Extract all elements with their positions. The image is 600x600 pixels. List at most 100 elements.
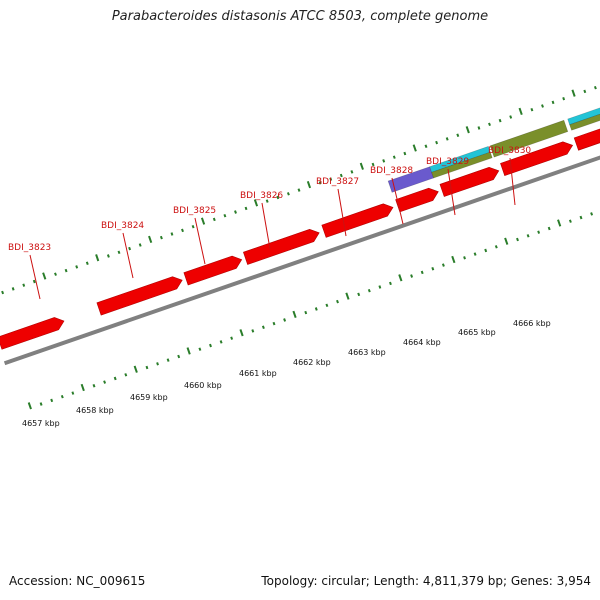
kbp-label: 4661 kbp [239,369,277,378]
lower-tick [378,285,382,289]
lower-tick [579,215,583,220]
lower-tick [547,226,551,231]
gene-label: BDI_3824 [101,221,144,231]
lower-tick [568,219,572,223]
gene-label: BDI_3827 [316,177,359,187]
lower-tick-track [27,212,594,410]
lower-tick [451,255,456,264]
lower-tick [60,394,64,399]
genome-backbone [3,155,600,366]
lower-tick [186,347,191,355]
lower-tick [103,380,107,384]
gene-label-leader [337,188,347,237]
lower-tick [39,402,43,406]
lower-tick [27,402,32,410]
upper-tick [253,199,259,207]
lower-tick [239,329,244,337]
lower-tick [251,329,255,333]
gene-label: BDI_3826 [240,191,283,201]
upper-tick [551,100,555,105]
gene-arrow [500,141,574,176]
upper-tick [477,126,481,130]
upper-tick [32,279,36,284]
upper-tick [276,195,280,200]
upper-tick-track [1,85,597,295]
lower-tick [71,391,75,395]
gene-arrow [96,276,183,316]
upper-tick [392,155,396,159]
lower-tick [420,270,424,275]
upper-tick [583,89,587,94]
upper-tick [530,107,534,112]
gene-label: BDI_3828 [370,166,413,176]
upper-tick [265,199,269,203]
upper-tick [85,261,89,266]
kbp-labels: 4657 kbp 4658 kbp 4659 kbp 4660 kbp 4661 kbp… [22,319,551,428]
lower-tick [336,299,339,304]
upper-tick [75,265,79,269]
lower-tick [526,234,530,238]
lower-tick [272,321,276,326]
upper-tick [54,272,57,276]
upper-tick [541,104,544,108]
accession-text: Accession: NC_009615 [9,574,146,588]
gene-arrow [439,166,500,197]
lower-tick [484,248,488,253]
upper-tick [465,126,470,134]
feature-bar-olive [489,119,569,158]
gene-label-leader [194,217,206,265]
upper-tick [191,224,195,229]
lower-tick [219,340,223,344]
lower-tick [431,266,435,271]
upper-tick [403,151,407,156]
upper-tick [138,243,142,247]
gene-labels: BDI_3823 BDI_3824 BDI_3825 BDI_3826 BDI_3827… [8,146,531,253]
kbp-label: 4662 kbp [293,358,331,367]
map-title: Parabacteroides distasonis ATCC 8503, co… [111,9,489,24]
lower-tick [389,281,392,286]
upper-tick [445,137,449,141]
upper-tick [181,228,184,233]
lower-tick [145,365,149,370]
gene-label: BDI_3830 [488,146,531,156]
upper-tick [593,85,597,90]
upper-tick [148,235,153,244]
kbp-label: 4666 kbp [513,319,551,328]
lower-tick [357,292,361,297]
feature-bar-cyan [567,107,600,126]
backbone-line [3,155,600,366]
upper-tick [1,290,5,295]
gene-track [0,128,600,350]
feature-bar-olive [569,113,600,131]
lower-tick [590,212,594,216]
gene-label: BDI_3829 [426,157,469,167]
upper-tick [223,213,227,218]
feature-track [0,107,600,342]
upper-tick [64,268,68,273]
upper-tick [106,254,110,258]
upper-tick [244,206,248,211]
lower-tick [50,398,54,403]
gene-label-leader [261,202,271,250]
lower-tick [537,230,541,234]
upper-tick [509,115,513,119]
lower-tick [177,354,181,359]
upper-tick [234,210,237,214]
gene-label-leader [509,157,516,206]
upper-tick [200,217,206,225]
upper-tick [297,188,301,192]
upper-tick [518,107,523,116]
upper-tick [286,192,290,196]
upper-tick [42,272,47,280]
upper-tick [412,144,417,152]
upper-tick [382,159,386,163]
lower-tick [230,336,234,340]
gene-arrow [183,255,243,286]
gene-arrow [395,187,439,213]
kbp-label: 4663 kbp [348,348,386,357]
lower-tick [345,292,350,300]
gene-label: BDI_3823 [8,243,51,253]
lower-tick [494,245,498,249]
kbp-label: 4657 kbp [22,419,60,428]
